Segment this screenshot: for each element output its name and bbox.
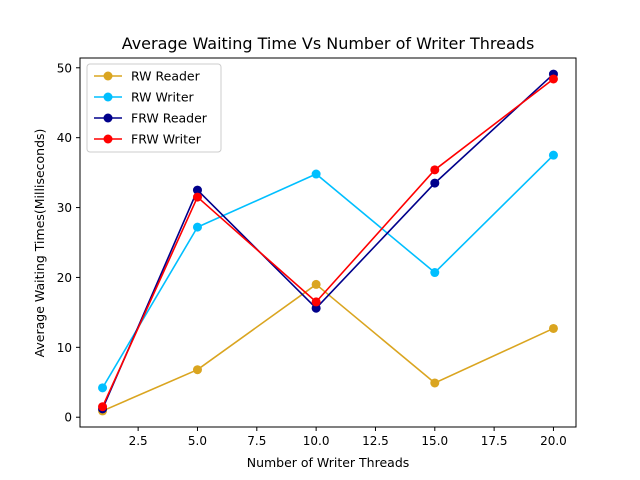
data-point-rw-writer (98, 383, 108, 393)
legend-label: RW Writer (131, 90, 195, 105)
x-tick-label: 10.0 (303, 434, 330, 448)
y-tick-label: 10 (57, 341, 72, 355)
x-axis-label: Number of Writer Threads (247, 455, 410, 470)
chart-title: Average Waiting Time Vs Number of Writer… (122, 34, 535, 53)
data-point-rw-reader (192, 365, 202, 375)
data-point-rw-reader (311, 279, 321, 289)
series-layer (98, 69, 558, 416)
legend: RW Reader RW Writer FRW Reader FRW Writer (86, 63, 222, 153)
legend-box (86, 63, 222, 153)
legend-item-frw-reader: FRW Reader (94, 111, 208, 126)
x-tick-label: 12.5 (362, 434, 389, 448)
legend-marker (103, 92, 113, 102)
legend-item-frw-writer: FRW Writer (94, 132, 202, 147)
x-axis-ticks: 2.5 5.0 7.5 10.0 12.5 15.0 17.5 20.0 (129, 427, 567, 448)
data-point-frw-writer (192, 192, 202, 202)
x-tick-label: 5.0 (188, 434, 207, 448)
data-point-frw-writer (548, 74, 558, 84)
data-point-frw-writer (98, 402, 108, 412)
data-point-frw-writer (311, 297, 321, 307)
x-tick-label: 7.5 (247, 434, 266, 448)
y-tick-label: 0 (64, 411, 72, 425)
x-tick-label: 15.0 (421, 434, 448, 448)
y-tick-label: 30 (57, 201, 72, 215)
legend-item-rw-writer: RW Writer (94, 90, 195, 105)
x-tick-label: 17.5 (481, 434, 508, 448)
y-tick-label: 20 (57, 271, 72, 285)
axes-frame (79, 57, 577, 428)
data-point-frw-reader (430, 178, 440, 188)
legend-marker (103, 113, 113, 123)
data-point-rw-writer (548, 150, 558, 160)
series-frw-writer (98, 74, 558, 412)
x-tick-label: 2.5 (129, 434, 148, 448)
data-point-rw-writer (311, 169, 321, 179)
data-point-frw-reader (311, 303, 321, 313)
series-rw-writer (98, 150, 558, 393)
legend-label: FRW Writer (131, 132, 202, 147)
legend-label: RW Reader (131, 69, 201, 84)
legend-label: FRW Reader (131, 111, 208, 126)
data-point-frw-writer (430, 165, 440, 175)
data-point-rw-reader (430, 378, 440, 388)
legend-marker (103, 134, 113, 144)
data-point-rw-writer (430, 268, 440, 278)
y-axis-ticks: 0 10 20 30 40 50 (57, 61, 80, 425)
y-tick-label: 40 (57, 131, 72, 145)
x-tick-label: 20.0 (540, 434, 567, 448)
legend-item-rw-reader: RW Reader (94, 69, 201, 84)
data-point-rw-reader (548, 323, 558, 333)
legend-marker (103, 71, 113, 81)
y-tick-label: 50 (57, 61, 72, 75)
data-point-rw-writer (192, 222, 202, 232)
data-point-frw-reader (192, 185, 202, 195)
y-axis-label: Average Waiting Times(Milliseconds) (32, 129, 47, 358)
